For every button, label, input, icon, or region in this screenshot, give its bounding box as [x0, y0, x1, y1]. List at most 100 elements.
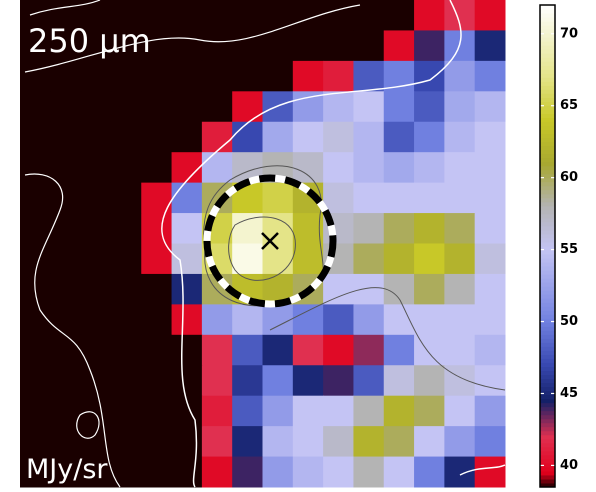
colorbar-segment [540, 193, 555, 199]
colorbar-tick-label: 55 [560, 242, 578, 257]
heatmap-cell [323, 152, 354, 184]
colorbar-segment [540, 49, 555, 54]
heatmap-cell [171, 334, 203, 366]
colorbar-segment [540, 286, 555, 291]
heatmap-cell [474, 91, 506, 123]
colorbar-segment [540, 246, 555, 251]
heatmap-cell [292, 426, 324, 458]
colorbar-segment [540, 61, 555, 66]
colorbar-segment [540, 326, 555, 331]
heatmap-cell [80, 213, 112, 244]
colorbar-segment [540, 237, 555, 243]
heatmap-cell [444, 213, 476, 244]
heatmap-cell [20, 213, 51, 244]
colorbar-segment [540, 274, 555, 279]
heatmap-cell [474, 365, 506, 397]
heatmap-cell [444, 243, 476, 275]
heatmap-cell [414, 243, 445, 275]
heatmap-cell [141, 213, 173, 244]
heatmap-cell [20, 365, 51, 397]
colorbar-segment [540, 65, 555, 70]
heatmap-cell [444, 395, 476, 427]
heatmap-cell [50, 182, 82, 214]
colorbar-segment [540, 250, 555, 255]
heatmap-cell [201, 30, 233, 62]
heatmap-cell [262, 304, 294, 336]
colorbar-segment [540, 105, 555, 110]
colorbar-segment [540, 294, 555, 299]
heatmap-cell [50, 213, 82, 244]
heatmap-cell [292, 91, 324, 123]
heatmap-cell [171, 213, 203, 244]
heatmap-cell [474, 456, 506, 488]
heatmap-cell [353, 243, 385, 275]
heatmap-cell [171, 0, 203, 31]
colorbar-segment [540, 426, 555, 432]
colorbar-segment [540, 205, 555, 211]
heatmap-cell [80, 0, 112, 31]
heatmap-cell [20, 182, 51, 214]
source-marker [261, 232, 279, 250]
heatmap-cell [262, 395, 294, 427]
colorbar-segment [540, 69, 555, 74]
heatmap-cell [80, 273, 112, 305]
heatmap-cell [474, 152, 506, 184]
heatmap-cell [50, 456, 82, 488]
colorbar-segment [540, 29, 555, 34]
colorbar-segment [540, 141, 555, 147]
heatmap-cell [141, 334, 173, 366]
colorbar-segment [540, 241, 555, 247]
heatmap-cell [110, 334, 142, 366]
heatmap-cell [110, 273, 142, 305]
aperture-circle-gap [203, 174, 337, 308]
heatmap-cell [474, 243, 506, 275]
heatmap-cell [323, 60, 354, 92]
heatmap-cell [141, 426, 173, 458]
heatmap-cell [474, 182, 506, 214]
heatmap-cell [141, 121, 173, 153]
colorbar-segment [540, 101, 555, 106]
colorbar-segment [540, 442, 555, 448]
heatmap-cell [171, 91, 203, 123]
heatmap-cell [414, 365, 445, 397]
colorbar-segment [540, 13, 555, 18]
heatmap-cell [262, 60, 294, 92]
heatmap-cell [353, 121, 385, 153]
colorbar-segment [540, 346, 555, 351]
heatmap-cell [80, 456, 112, 488]
heatmap-cell [141, 365, 173, 397]
colorbar-segment [540, 37, 555, 42]
colorbar-segment [540, 354, 555, 359]
heatmap-cell [262, 121, 294, 153]
heatmap-cell [474, 426, 506, 458]
heatmap-cell [80, 243, 112, 275]
colorbar-segment [540, 382, 555, 388]
heatmap-cell [414, 456, 445, 488]
colorbar-tick-label: 65 [560, 98, 578, 113]
heatmap-cell [201, 152, 233, 184]
colorbar-segment [540, 229, 555, 235]
heatmap-cell [50, 334, 82, 366]
colorbar-segment [540, 197, 555, 203]
heatmap-cell [110, 60, 142, 92]
heatmap-cell [110, 121, 142, 153]
heatmap-cell [171, 365, 203, 397]
heatmap-cell [110, 91, 142, 123]
colorbar-segment [540, 414, 555, 420]
map-title: 250 μm [28, 22, 151, 60]
heatmap-cell [353, 395, 385, 427]
colorbar-segment [540, 262, 555, 267]
colorbar-segment [540, 466, 555, 472]
heatmap-cell [232, 121, 263, 153]
heatmap-cell [141, 91, 173, 123]
heatmap-cell [323, 426, 354, 458]
heatmap-cell [383, 395, 415, 427]
aperture-circle [203, 174, 337, 308]
heatmap-cell [171, 30, 203, 62]
heatmap-cell [201, 395, 233, 427]
colorbar-segment [540, 418, 555, 424]
heatmap-cell [110, 182, 142, 214]
heatmap-cell [171, 60, 203, 92]
heatmap-cell [323, 91, 354, 123]
